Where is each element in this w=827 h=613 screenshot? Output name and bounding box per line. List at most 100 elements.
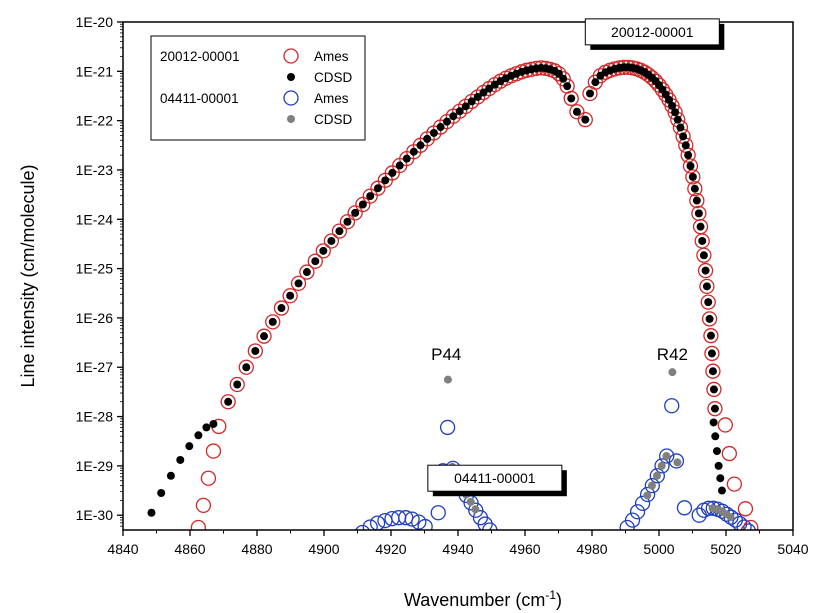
data-point: [629, 504, 646, 520]
data-point: [572, 107, 581, 116]
data-point: [709, 418, 718, 427]
data-point: [331, 223, 348, 239]
data-point: [455, 107, 464, 116]
data-point: [696, 222, 705, 231]
data-point: [238, 359, 254, 375]
data-point: [482, 522, 498, 530]
data-point: [256, 328, 272, 344]
data-point: [202, 423, 211, 432]
data-point: [362, 519, 378, 530]
data-point: [652, 471, 661, 480]
data-point: [696, 247, 712, 263]
data-point: [147, 508, 156, 517]
data-point: [273, 300, 290, 316]
data-point: [229, 376, 245, 393]
data-point: [355, 524, 370, 530]
annotation-label: 20012-00001: [611, 24, 694, 40]
annotation-box: [427, 464, 563, 492]
data-point: [688, 172, 697, 181]
x-tick-label: 5000: [643, 541, 674, 557]
data-point: [265, 314, 281, 330]
data-point: [449, 112, 458, 121]
data-point: [701, 266, 710, 275]
data-point: [701, 311, 718, 327]
data-point: [711, 432, 720, 441]
annotation-box: [584, 18, 720, 46]
data-point: [705, 314, 714, 323]
x-tick-label: 4920: [375, 541, 406, 557]
data-points: [147, 59, 759, 530]
y-tick-label: 1E-29: [76, 458, 114, 474]
x-tick-label: 4860: [174, 541, 205, 557]
data-point: [388, 168, 397, 177]
data-point: [436, 123, 445, 132]
legend-band-label: 20012-00001: [160, 49, 240, 64]
data-point: [466, 497, 475, 506]
data-point: [461, 102, 470, 111]
data-point: [194, 431, 203, 440]
data-point: [205, 443, 222, 459]
data-point: [282, 288, 298, 304]
annotation-label: R42: [657, 345, 688, 364]
data-point: [682, 158, 699, 174]
data-point: [703, 328, 719, 344]
data-point: [577, 112, 593, 128]
data-point: [323, 233, 340, 249]
data-point: [689, 192, 705, 209]
data-point: [429, 128, 438, 137]
data-point: [712, 447, 721, 456]
data-point: [702, 282, 711, 291]
data-point: [351, 208, 360, 217]
data-point: [692, 196, 701, 205]
annotation-label: 04411-00001: [454, 470, 536, 486]
data-point: [242, 363, 251, 372]
data-point: [185, 442, 194, 451]
data-point: [643, 491, 652, 500]
data-point: [673, 458, 682, 467]
data-point: [665, 95, 674, 104]
data-point: [563, 82, 572, 91]
data-point: [721, 445, 737, 462]
data-point: [676, 123, 685, 132]
x-tick-label: 4840: [107, 541, 138, 557]
data-point: [343, 217, 352, 226]
data-point: [470, 89, 486, 105]
data-point: [624, 512, 641, 528]
data-point: [251, 346, 260, 355]
legend-label: CDSD: [314, 70, 353, 85]
data-point: [649, 468, 665, 484]
data-point: [740, 523, 757, 530]
data-point: [366, 192, 375, 201]
series-2: [355, 398, 757, 530]
data-point: [471, 505, 480, 514]
y-tick-label: 1E-24: [76, 211, 114, 227]
x-tick-label: 4880: [241, 541, 272, 557]
x-axis-title: Wavenumber (cm-1): [404, 588, 562, 610]
series-1: [147, 63, 726, 517]
data-point: [726, 476, 743, 492]
data-point: [294, 279, 303, 288]
legend-label: Ames: [314, 91, 349, 106]
data-point: [714, 461, 723, 470]
x-tick-label: 4960: [509, 541, 540, 557]
data-point: [327, 236, 336, 245]
data-point: [737, 501, 754, 517]
data-point: [247, 343, 263, 359]
data-point: [569, 104, 585, 120]
data-point: [736, 519, 752, 530]
y-axis-title: Line intensity (cm/molecule): [18, 164, 38, 387]
data-point: [423, 134, 432, 143]
data-point: [563, 90, 579, 107]
data-point: [704, 345, 720, 362]
x-tick-label: 5040: [777, 541, 808, 557]
data-point: [362, 188, 378, 204]
data-point: [190, 519, 207, 530]
plot-frame: [122, 21, 794, 531]
data-point: [260, 332, 269, 341]
data-point: [430, 505, 446, 521]
data-point: [347, 205, 363, 221]
y-tick-label: 1E-23: [76, 162, 114, 178]
y-tick-label: 1E-25: [76, 261, 114, 277]
data-point: [479, 88, 488, 97]
